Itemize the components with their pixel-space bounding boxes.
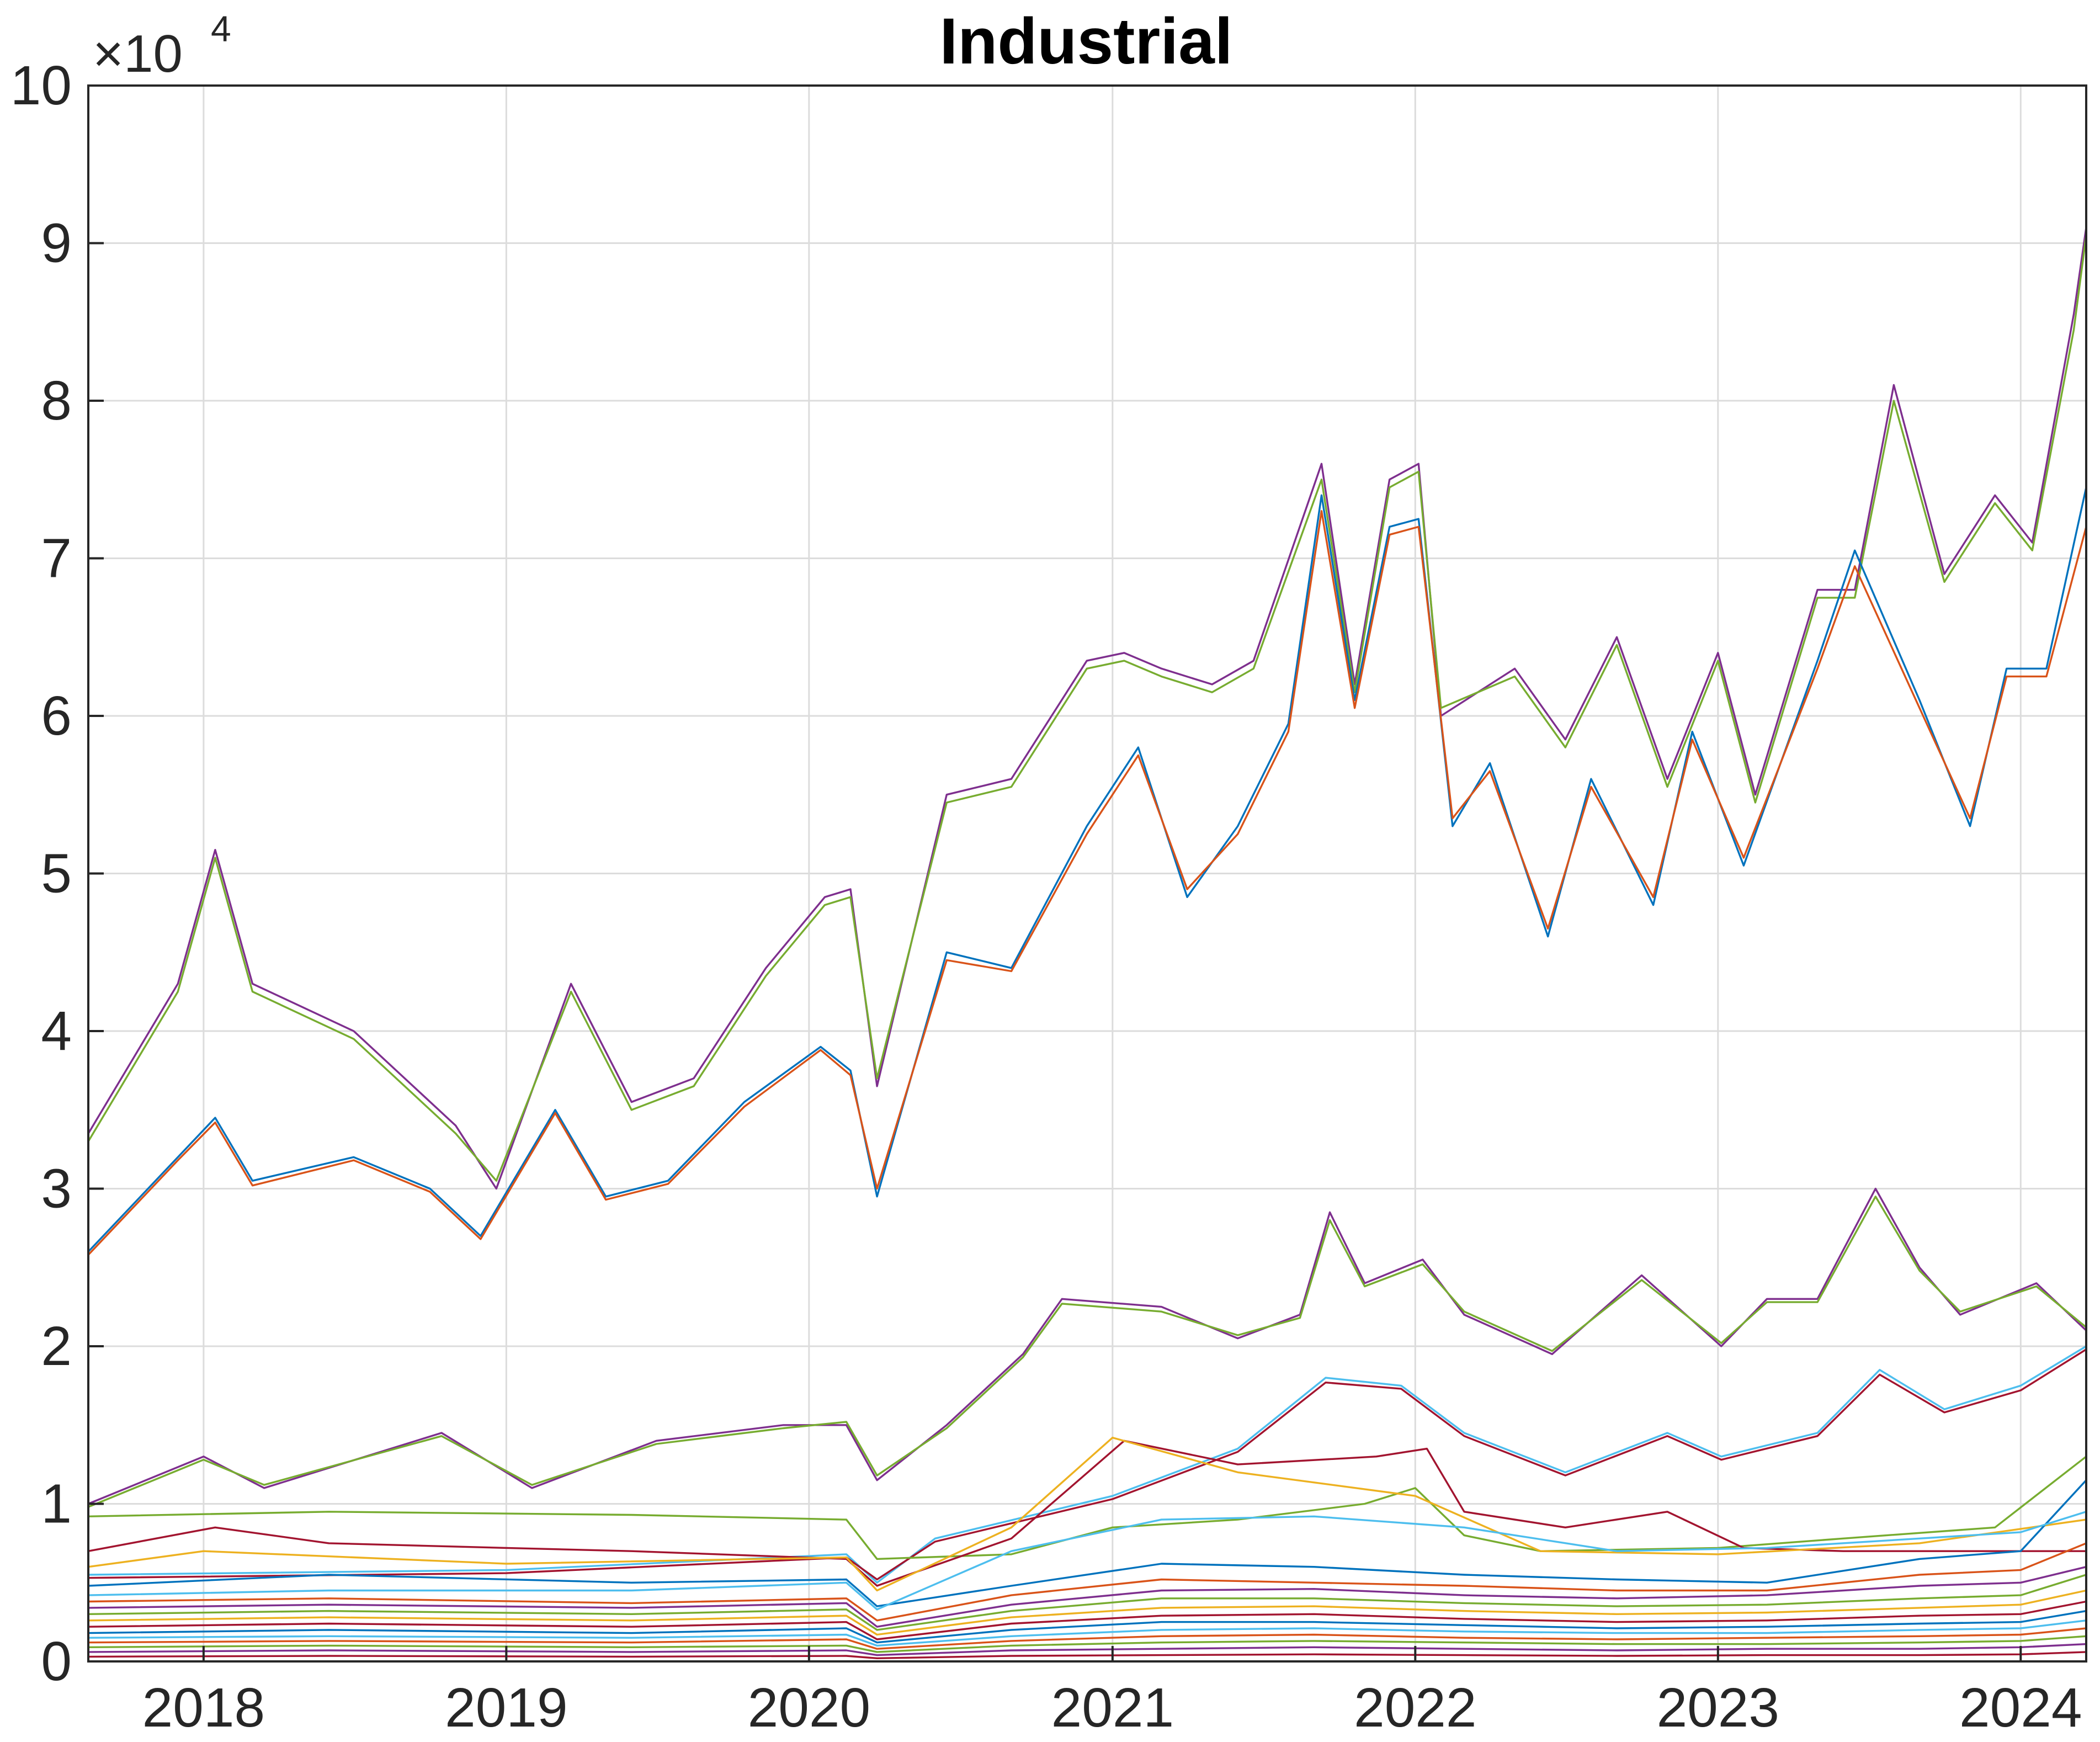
y-tick-label: 3 [41,1158,72,1220]
x-tick-label: 2024 [1959,1677,2082,1739]
series-line-16 [88,1574,2087,1631]
series-line-2 [87,235,2087,1182]
series-line-1 [87,227,2087,1190]
x-tick-label: 2022 [1354,1677,1476,1739]
series-line-20 [88,1619,2087,1647]
series-line-24 [88,1651,2087,1660]
series-line-23 [88,1643,2087,1656]
y-tick-label: 7 [41,528,72,589]
y-tick-label: 9 [41,213,72,274]
x-tick-label: 2019 [445,1677,567,1739]
multiplier-base: ×10 [93,24,183,83]
series-line-12 [88,1479,2087,1607]
chart-title: Industrial [939,5,1232,78]
y-tick-label: 6 [41,685,72,747]
grid [88,86,2086,1661]
y-tick-label: 2 [41,1315,72,1377]
y-tick-label: 0 [41,1631,72,1692]
y-tick-label: 10 [10,55,72,116]
y-tick-label: 4 [41,1000,72,1062]
x-tick-label: 2018 [142,1677,265,1739]
x-tick-label: 2020 [748,1677,870,1739]
y-tick-label: 1 [41,1473,72,1535]
series-line-18 [88,1600,2087,1640]
series-line-8 [88,1348,2087,1581]
multiplier-exponent: 4 [211,8,231,49]
series-line-13 [88,1511,2087,1611]
series-line-22 [88,1635,2087,1653]
series-line-6 [88,1196,2087,1508]
y-tick-label: 8 [41,370,72,432]
series-line-19 [88,1610,2087,1644]
series-line-7 [88,1345,2087,1584]
series-line-14 [88,1542,2087,1622]
series-line-21 [88,1627,2087,1650]
series-lines [87,227,2087,1660]
x-tick-label: 2021 [1051,1677,1174,1739]
series-line-4 [87,510,2087,1256]
series-line-3 [87,487,2087,1252]
series-line-10 [88,1440,2086,1587]
y-tick-label: 5 [41,843,72,905]
series-line-15 [88,1566,2087,1628]
series-line-17 [88,1589,2087,1636]
x-tick-label: 2023 [1657,1677,1779,1739]
tick-labels: 0 1 2 3 4 5 6 7 8 9 10 2018 2019 2020 2021 2022 2023 2024 [10,55,2082,1739]
series-line-9 [88,1456,2087,1560]
series-line-11 [88,1436,2087,1592]
multiplier-label: ×10 4 [93,8,231,83]
